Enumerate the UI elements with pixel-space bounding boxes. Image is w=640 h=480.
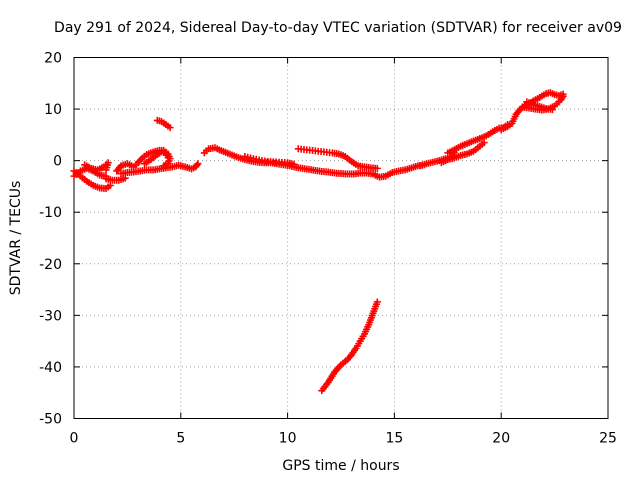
chart-title: Day 291 of 2024, Sidereal Day-to-day VTE… [54, 20, 622, 36]
y-tick-label: 0 [53, 154, 62, 170]
data-point [373, 164, 381, 172]
plot-area [73, 57, 609, 419]
x-axis-label: GPS time / hours [282, 458, 399, 474]
data-point [166, 124, 174, 132]
x-axis-tick-labels: 0 5 10 15 20 25 [70, 431, 617, 447]
data-point [194, 160, 202, 168]
data-point [480, 139, 488, 147]
x-tick-label: 5 [176, 431, 185, 447]
y-tick-label: -20 [39, 257, 62, 273]
y-tick-label: -50 [39, 412, 62, 428]
x-tick-label: 15 [385, 431, 403, 447]
data-point [290, 160, 298, 168]
data-point [164, 154, 172, 162]
x-tick-label: 10 [279, 431, 297, 447]
x-tick-label: 25 [599, 431, 617, 447]
axis-ticks [73, 57, 609, 419]
y-tick-label: -30 [39, 308, 62, 324]
data-point [559, 92, 567, 100]
y-tick-label: 20 [44, 51, 62, 67]
data-point [373, 298, 381, 306]
y-tick-label: -10 [39, 205, 62, 221]
y-axis-label: SDTVAR / TECUs [8, 181, 24, 296]
data-point [548, 106, 556, 114]
data-point [102, 166, 110, 174]
data-series-sdtvar [70, 89, 567, 395]
y-tick-label: -40 [39, 360, 62, 376]
x-tick-label: 0 [70, 431, 79, 447]
x-tick-label: 20 [492, 431, 510, 447]
data-point [160, 162, 168, 170]
y-tick-label: 10 [44, 102, 62, 118]
y-axis-tick-labels: 20 10 0 -10 -20 -30 -40 -50 [39, 51, 62, 428]
